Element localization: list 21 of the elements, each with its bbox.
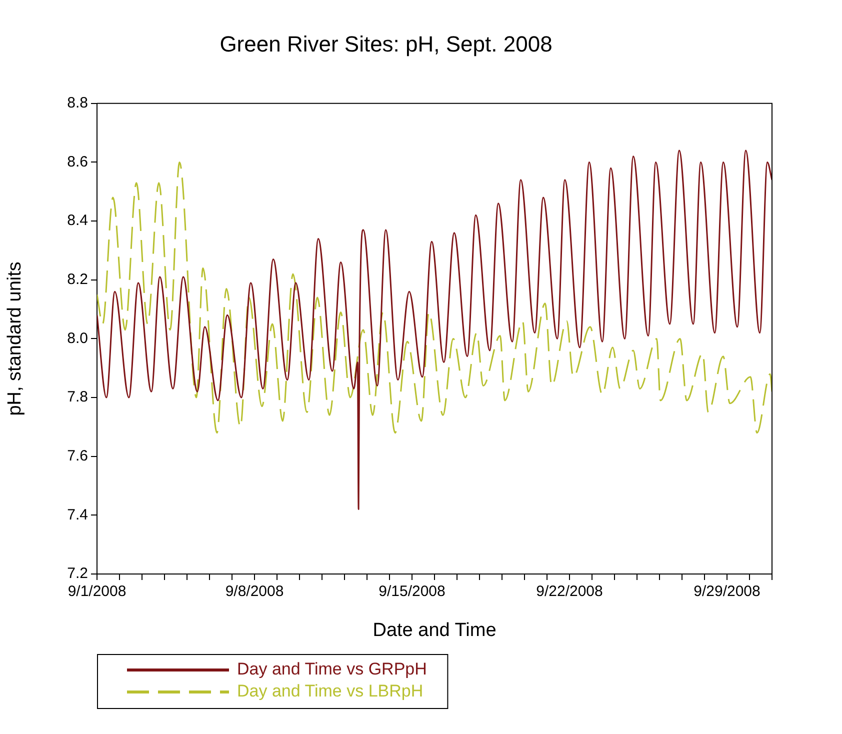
- y-tick-label: 8.8: [67, 94, 88, 112]
- y-tick-label: 7.8: [67, 388, 88, 406]
- text: Day and Time vs LBRpH: [237, 682, 424, 701]
- y-tick-label: 8.0: [67, 330, 88, 347]
- x-tick-label: 9/22/2008: [536, 583, 603, 600]
- y-tick-label: 8.6: [67, 153, 88, 170]
- x-tick-label: 9/15/2008: [378, 583, 446, 600]
- y-axis-title: pH, standard units: [4, 262, 26, 416]
- y-tick-label: 8.4: [67, 212, 88, 230]
- line-series: [97, 150, 772, 510]
- text: Day and Time vs GRPpH: [237, 660, 427, 679]
- y-tick-label: 8.2: [67, 271, 88, 288]
- x-tick-label: 9/8/2008: [225, 583, 284, 600]
- x-tick-label: 9/1/2008: [68, 583, 126, 600]
- x-tick-label: 9/29/2008: [694, 583, 760, 600]
- y-tick-label: 7.4: [67, 506, 88, 524]
- line-series: [97, 161, 772, 434]
- chart-title: Green River Sites: pH, Sept. 2008: [220, 31, 552, 56]
- x-axis-title: Date and Time: [372, 620, 496, 641]
- y-tick-label: 7.6: [67, 447, 88, 464]
- y-tick-label: 7.2: [67, 565, 88, 582]
